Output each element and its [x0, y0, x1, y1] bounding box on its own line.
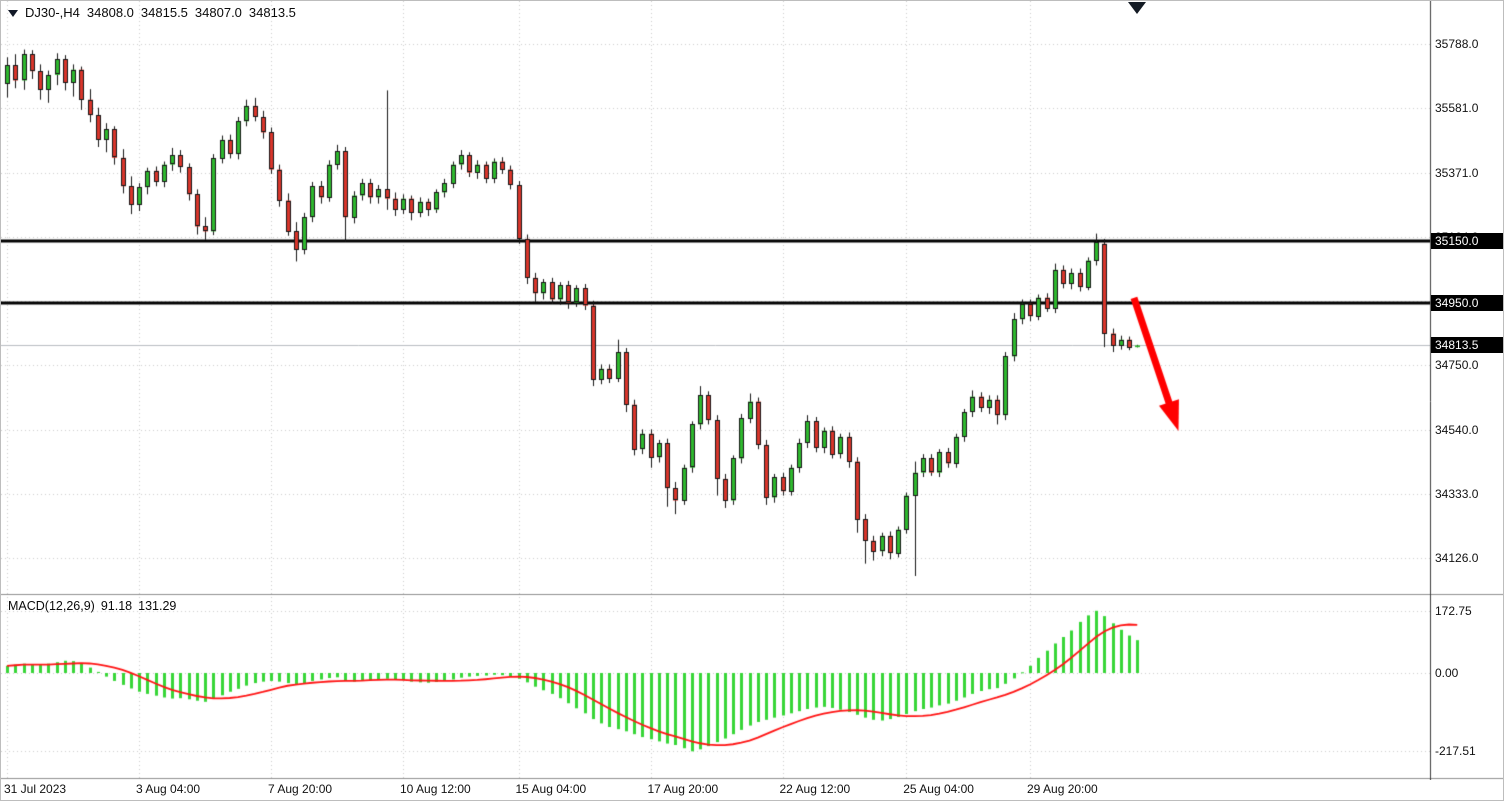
time-axis-label: 25 Aug 04:00 [903, 782, 974, 796]
price-tick-label: 34333.0 [1435, 487, 1479, 502]
time-axis[interactable]: 31 Jul 2023 3 Aug 04:00 7 Aug 20:00 10 Aug … [1, 780, 1431, 800]
macd-tick-label: -217.51 [1435, 744, 1476, 759]
price-tick-label: 35371.0 [1435, 165, 1479, 180]
macd-name: MACD(12,26,9) [8, 599, 95, 613]
price-level-chip: 35150.0 [1431, 233, 1503, 250]
quote-low: 34807.0 [194, 5, 242, 20]
symbol-dropdown-icon[interactable] [8, 10, 18, 17]
price-axis[interactable]: 35788.035581.035371.035164.034957.034750… [1431, 1, 1503, 800]
price-tick-label: 34126.0 [1435, 551, 1479, 566]
time-axis-label: 17 Aug 20:00 [647, 782, 719, 796]
price-tick-label: 34540.0 [1435, 423, 1479, 438]
symbol-period-label: DJ30-,H4 [25, 5, 80, 20]
time-axis-label: 3 Aug 04:00 [136, 782, 201, 796]
price-tick-label: 34750.0 [1435, 358, 1479, 373]
time-axis-label: 22 Aug 12:00 [779, 782, 851, 796]
time-axis-label: 29 Aug 20:00 [1027, 782, 1098, 796]
chart-shift-marker-icon[interactable] [1128, 2, 1146, 14]
time-axis-label: 15 Aug 04:00 [515, 782, 587, 796]
quote-open: 34808.0 [86, 5, 134, 20]
price-tick-label: 35788.0 [1435, 37, 1479, 51]
time-axis-label: 7 Aug 20:00 [268, 782, 333, 796]
quote-high: 34815.5 [140, 5, 188, 20]
time-axis-label: 10 Aug 12:00 [400, 782, 471, 796]
macd-tick-label: 0.00 [1435, 666, 1459, 680]
time-axis-label: 31 Jul 2023 [4, 782, 67, 796]
quote-close: 34813.5 [248, 5, 296, 20]
price-tick-label: 35581.0 [1435, 101, 1479, 116]
price-level-chip: 34950.0 [1431, 295, 1503, 312]
macd-signal-value: 131.29 [138, 599, 177, 613]
macd-tick-label: 172.75 [1435, 603, 1472, 618]
macd-main-value: 91.18 [100, 599, 133, 613]
current-price-chip: 34813.5 [1431, 337, 1503, 354]
macd-indicator-label: MACD(12,26,9) 91.18 131.29 [8, 599, 176, 613]
symbol-header: DJ30-,H4 34808.0 34815.5 34807.0 34813.5 [8, 5, 296, 20]
